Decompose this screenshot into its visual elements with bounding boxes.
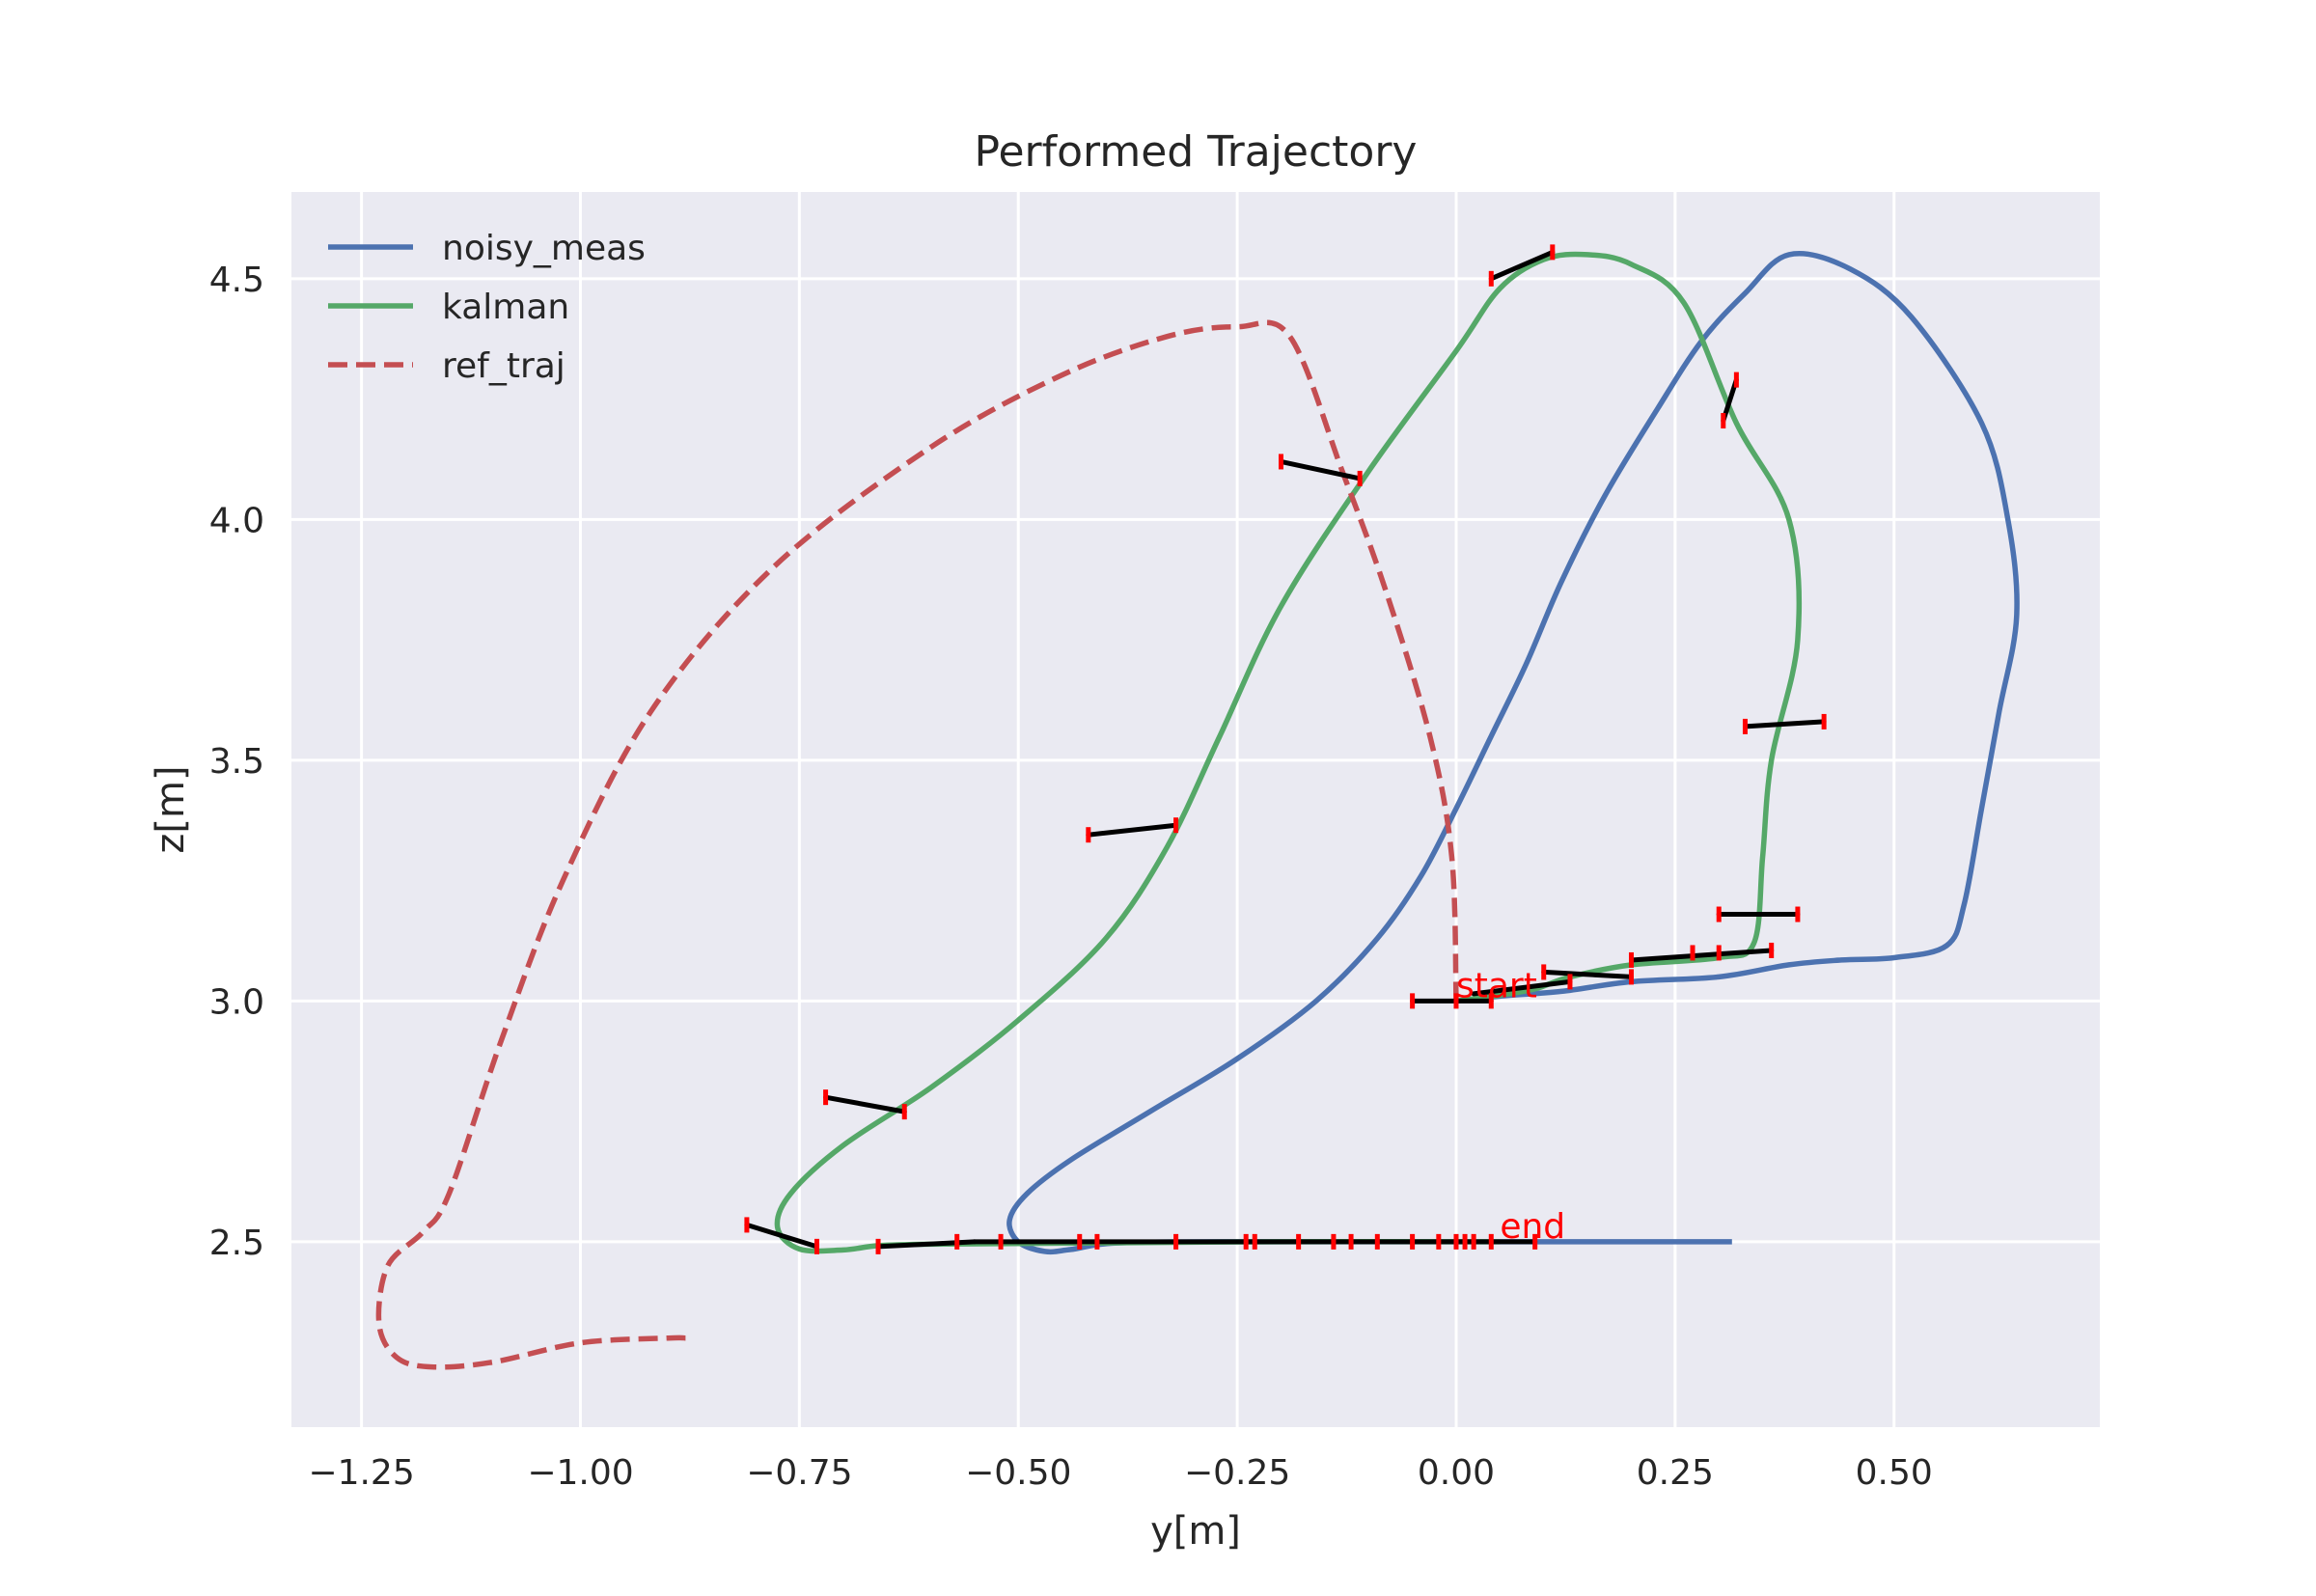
plot-area (291, 192, 2100, 1427)
x-tick-label: 0.50 (1856, 1453, 1933, 1493)
y-axis-label: z[m] (149, 765, 193, 853)
error-segment (1742, 719, 1827, 729)
series-line-ref-traj (375, 319, 1459, 1370)
grid-lines (291, 192, 2100, 1427)
annotation-end: end (1500, 1207, 1565, 1247)
y-tick-label: 3.0 (209, 982, 264, 1022)
legend-label-ref-traj: ref_traj (442, 346, 565, 386)
x-tick-label: −0.75 (746, 1453, 852, 1493)
x-tick-label: −0.50 (965, 1453, 1071, 1493)
x-tick-labels: −1.25 −1.00 −0.75 −0.50 −0.25 0.00 0.25 0.50 (308, 1453, 1932, 1493)
x-axis-label: y[m] (1150, 1509, 1241, 1554)
y-tick-label: 3.5 (209, 742, 264, 782)
error-segment (1488, 249, 1556, 282)
series-line-kalman (774, 251, 1802, 1254)
x-tick-label: −1.25 (308, 1453, 414, 1493)
red-tick-marks-layer (744, 244, 1827, 1254)
error-segment (1278, 458, 1363, 482)
x-tick-label: 0.25 (1637, 1453, 1714, 1493)
x-tick-label: 0.00 (1418, 1453, 1495, 1493)
y-tick-labels: 2.5 3.0 3.5 4.0 4.5 (209, 261, 264, 1263)
y-tick-label: 4.0 (209, 501, 264, 540)
error-segment (1086, 822, 1179, 838)
y-tick-label: 2.5 (209, 1224, 264, 1263)
x-tick-label: −0.25 (1184, 1453, 1290, 1493)
x-tick-label: −1.00 (527, 1453, 633, 1493)
error-segment (823, 1094, 907, 1114)
chart-title: Performed Trajectory (975, 127, 1418, 177)
error-segment (1471, 978, 1573, 997)
legend-label-kalman: kalman (442, 288, 569, 327)
error-segment (1541, 969, 1634, 979)
annotations-layer: start end (1456, 966, 1565, 1247)
legend-label-noisy-meas: noisy_meas (442, 229, 646, 268)
annotation-start: start (1456, 966, 1537, 1005)
error-segment (744, 1222, 820, 1250)
error-segment (1628, 948, 1775, 963)
y-tick-label: 4.5 (209, 261, 264, 300)
